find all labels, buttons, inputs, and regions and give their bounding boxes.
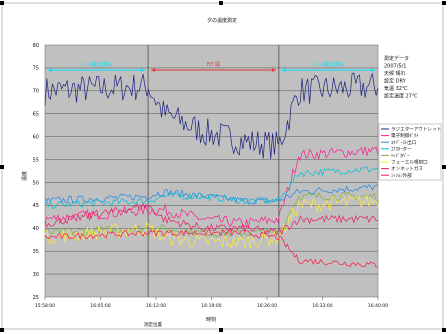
series-line [44,72,379,159]
band-arrowhead-right [371,68,375,72]
footnote: 測定位置 [144,321,162,328]
band-arrowhead-left [48,68,52,72]
y-tick-label: 50 [33,180,39,186]
series-line [44,194,379,249]
y-tick-label: 40 [33,226,39,232]
x-axis-ticks: 15:58:00 16:05:00 16:12:00 16:19:00 16:26:00… [35,297,388,309]
legend[interactable]: ラジエターアウトレット電子制御ﾀﾞｸﾄｴｷｿﾞｰｽﾄ出口ｴｱｽﾀｰターﾍｯﾄﾞｶ… [378,123,442,181]
legend-label: ｴｱｽﾀｰター [391,145,412,152]
legend-label: 電子制御ﾀﾞｸﾄ [391,132,419,139]
series-line [44,166,379,209]
chart-title: 夕の温度測定 [207,17,237,24]
y-tick-label: 75 [33,66,39,72]
band-label: HT 開 [207,62,220,68]
legend-label: ﾐｯｼｮﾝ外部 [391,172,412,179]
band-arrowhead-left [151,68,156,72]
y-tick-label: 70 [33,89,39,95]
legend-label: ラジエターアウトレット [391,126,441,133]
series-line [44,191,379,238]
info-line: 天候 晴れ [384,70,406,77]
y-tick-label: 30 [33,272,39,278]
y-tick-label: 25 [33,295,39,301]
legend-box [378,123,442,181]
selection-handle-bottom-left[interactable] [0,328,4,332]
operation-bands: ｼｬｰﾄ開放運転 HT 開 ｼｬｰﾄ開放運転 [48,45,375,297]
legend-label: ﾍｯﾄﾞｶﾊﾞｰ [391,152,410,159]
x-tick-label: 15:58:00 [35,303,55,309]
series-line [44,229,379,268]
x-tick-label: 16:05:00 [90,303,110,309]
y-tick-label: 45 [33,203,39,209]
series-line [44,202,379,236]
series-line [44,146,379,228]
x-axis-label: 時刻 [206,316,216,323]
y-tick-label: 65 [33,112,39,118]
x-tick-label: 16:26:00 [257,303,277,309]
info-line: 測定データ [384,55,409,62]
info-line: 設定 DRY [384,78,407,85]
selection-handle-top-left[interactable] [0,1,4,5]
band-label: ｼｬｰﾄ開放運転 [313,61,343,68]
y-tick-label: 35 [33,249,39,255]
legend-label: フューエル噴射口 [391,159,428,166]
x-tick-label: 16:19:00 [201,303,221,309]
y-tick-label: 60 [33,134,39,140]
x-tick-label: 16:33:00 [312,303,332,309]
selection-handle-right[interactable] [442,165,446,169]
legend-label: ｴｷｿﾞｰｽﾄ出口 [391,139,417,146]
selection-handle-left[interactable] [0,165,4,169]
selection-handle-top-right[interactable] [442,1,446,5]
selection-handle-bottom-right[interactable] [442,328,446,332]
y-tick-label: 55 [33,157,39,163]
legend-label: オンネットガス [391,165,423,172]
info-line: 気温 32℃ [384,85,408,92]
x-tick-label: 16:12:00 [146,303,166,309]
y-axis-label: 温度 [21,171,28,181]
series-lines [44,72,379,268]
band-label: ｼｬｰﾄ開放運転 [82,61,112,68]
selection-handle-top[interactable] [219,1,223,5]
y-tick-label: 80 [33,43,39,49]
selection-handle-bottom[interactable] [219,328,223,332]
band-arrowhead-right [271,68,276,72]
info-line: 2007/5/1 [384,64,406,70]
band-arrowhead-right [141,68,146,72]
band-arrowhead-left [281,68,286,72]
info-line: 設定温度 27℃ [384,93,418,100]
y-axis-ticks: 80 75 70 65 60 55 50 45 40 35 30 25 [33,43,39,301]
plot-area [44,44,379,298]
x-tick-label: 16:40:00 [368,303,388,309]
